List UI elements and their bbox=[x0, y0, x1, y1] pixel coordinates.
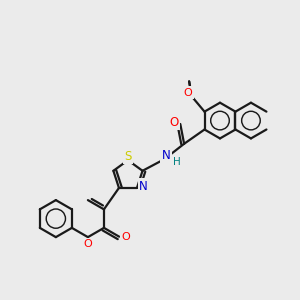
Text: O: O bbox=[169, 116, 178, 129]
Text: methoxy: methoxy bbox=[0, 299, 1, 300]
Text: O: O bbox=[83, 239, 92, 249]
Text: O: O bbox=[184, 88, 192, 98]
Text: S: S bbox=[124, 150, 132, 163]
Text: O: O bbox=[122, 232, 130, 242]
Text: N: N bbox=[162, 149, 170, 162]
Text: methoxy: methoxy bbox=[0, 299, 1, 300]
Text: N: N bbox=[139, 180, 148, 193]
Text: H: H bbox=[173, 157, 181, 167]
